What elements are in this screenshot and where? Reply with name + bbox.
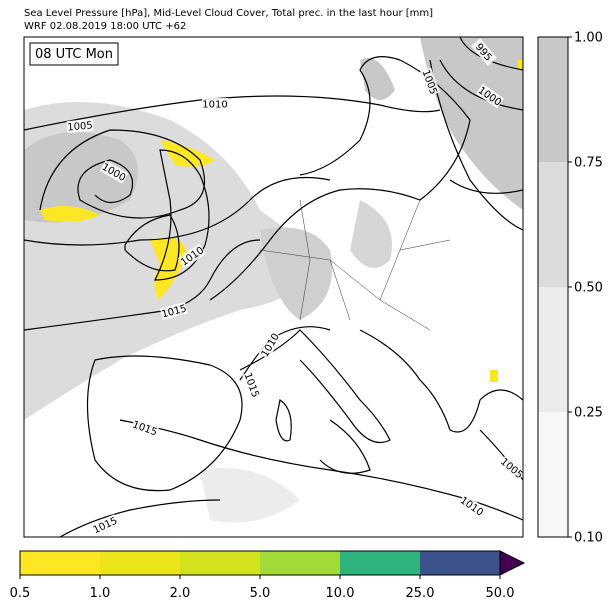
colorbar-segment — [180, 551, 260, 575]
isobar-label-bg — [471, 38, 497, 66]
time-box — [29, 42, 119, 66]
colorbar-segment — [538, 412, 568, 537]
colorbar-tick-label: 2.0 — [170, 586, 191, 601]
colorbar-segment — [260, 551, 340, 575]
coastlines — [86, 56, 523, 492]
isobar-label-bg — [90, 514, 120, 536]
isobar-label: 1005 — [67, 120, 93, 133]
colorbar-segment — [100, 551, 180, 575]
isobar-label-bg — [99, 160, 129, 184]
isobar-label-bg — [241, 370, 263, 400]
precip-colorbar: 0.5 1.0 2.0 5.0 10.0 25.0 50.0 — [10, 550, 526, 601]
colorbar-tick-label: 0.75 — [574, 156, 603, 171]
colorbar-segment — [420, 551, 500, 575]
colorbar-tick-label: 0.10 — [574, 531, 603, 546]
colorbar-tick-label: 25.0 — [406, 586, 435, 601]
precipitation — [40, 60, 523, 382]
isobar-label-bg — [457, 493, 487, 519]
map-area: 9951000100510101005100010101015101010151… — [24, 37, 523, 537]
colorbar-tick-label: 0.50 — [574, 281, 603, 296]
colorbar-tick-label: 5.0 — [250, 586, 271, 601]
colorbar-tick-label: 50.0 — [486, 586, 515, 601]
colorbar-segment — [20, 551, 100, 575]
subtitle: WRF 02.08.2019 18:00 UTC +62 — [24, 21, 186, 32]
colorbar-tick-label: 1.00 — [574, 31, 603, 46]
colorbar-segment — [340, 551, 420, 575]
colorbar-segment — [538, 287, 568, 412]
colorbar-extension — [499, 550, 526, 576]
colorbar-segment — [538, 37, 568, 162]
isobar-label-bg — [258, 330, 282, 360]
isobar-label-bg — [177, 243, 207, 269]
colorbar-segment — [538, 162, 568, 287]
cloud-colorbar: 1.00 0.75 0.50 0.25 0.10 — [537, 31, 603, 546]
isobar-label-bg — [130, 417, 160, 439]
colorbar-tick-label: 0.5 — [10, 586, 31, 601]
colorbar-tick-label: 1.0 — [90, 586, 111, 601]
isobar-label-bg — [66, 118, 94, 134]
isobar-label-bg — [202, 98, 228, 110]
colorbar-tick-label: 0.25 — [574, 406, 603, 421]
colorbar-tick-label: 10.0 — [326, 586, 355, 601]
time-label: 08 UTC Mon — [35, 47, 113, 62]
isobar-label-bg — [498, 455, 523, 481]
isobar-label-bg — [159, 301, 189, 321]
isobar-label-bg — [475, 83, 505, 109]
isobar-label-bg — [419, 67, 441, 97]
title: Sea Level Pressure [hPa], Mid-Level Clou… — [24, 8, 433, 19]
map-frame — [23, 36, 524, 538]
isobar-label: 1010 — [202, 100, 227, 111]
